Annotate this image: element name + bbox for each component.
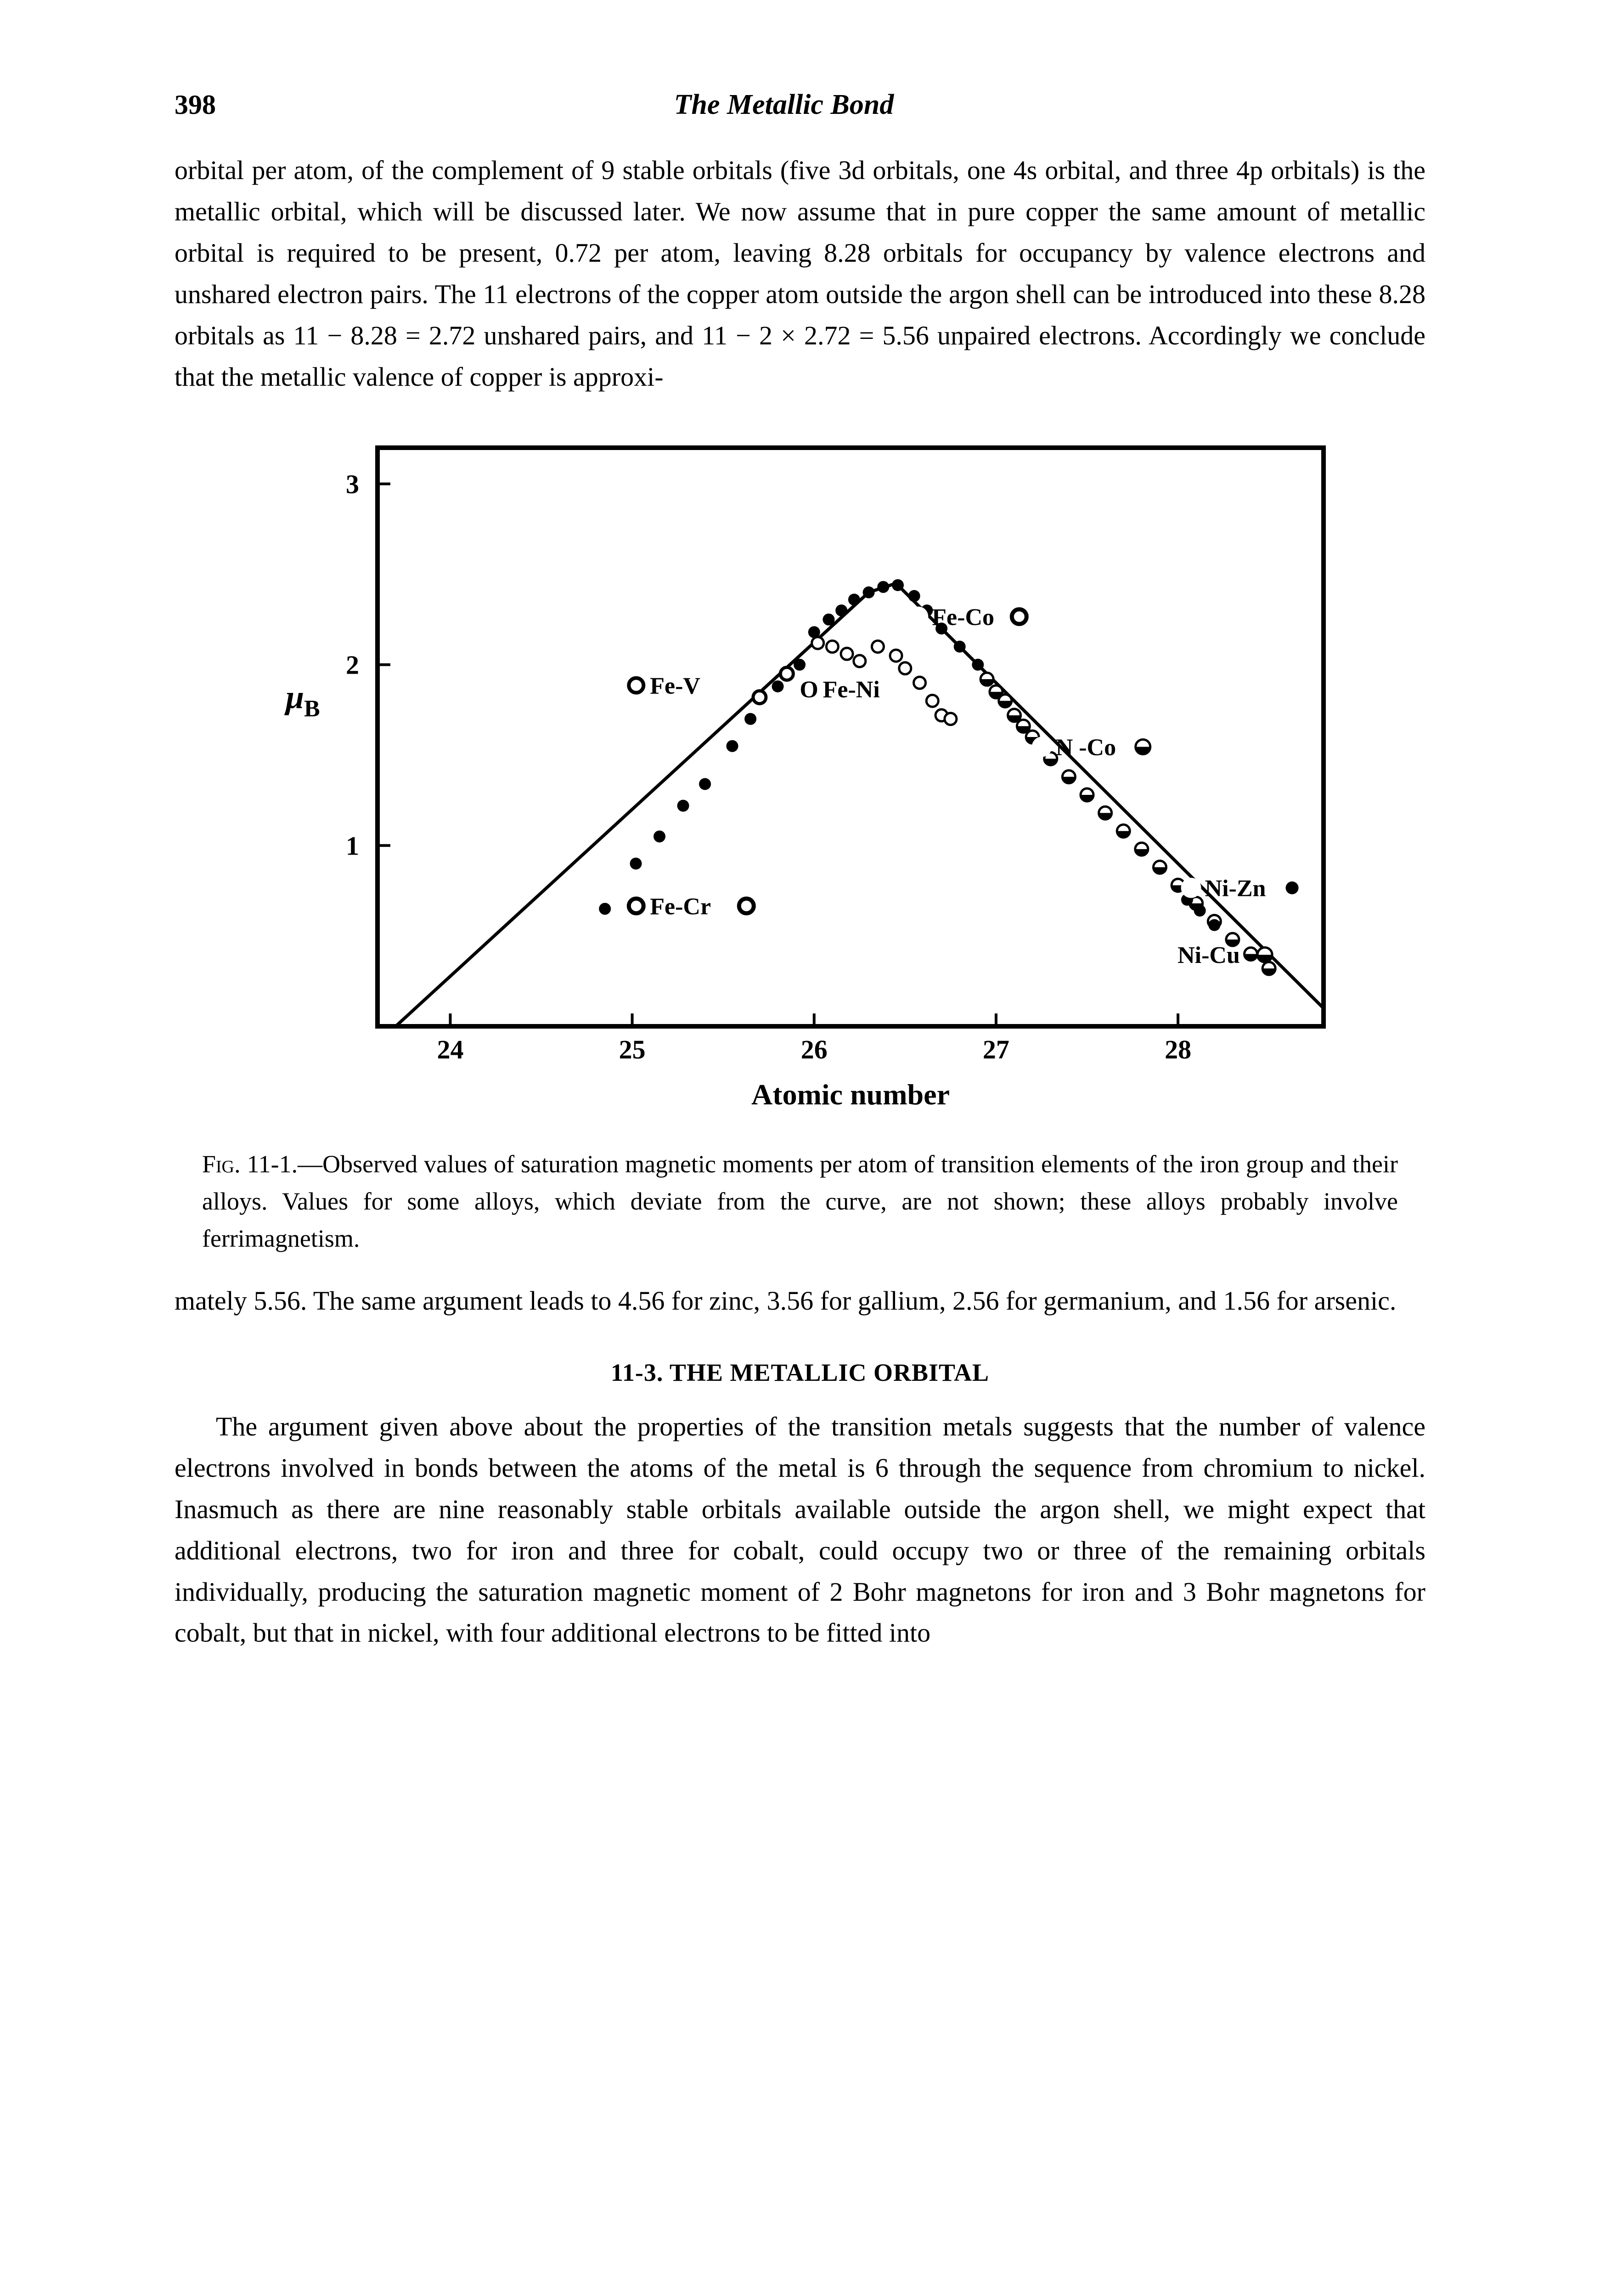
page-header: 398 The Metallic Bond — [175, 83, 1425, 127]
caption-body: —Observed values of saturation magnetic … — [202, 1150, 1398, 1252]
figure-11-1: 2425262728123Atomic numberμBFe-CrFe-VOFe… — [175, 429, 1425, 1127]
page-number: 398 — [175, 84, 216, 126]
svg-text:Ni-Zn: Ni-Zn — [1205, 876, 1266, 902]
svg-text:μB: μB — [284, 679, 320, 722]
svg-text:Fe-Co: Fe-Co — [932, 604, 994, 630]
figure-caption: Fig. 11-1.—Observed values of saturation… — [202, 1146, 1398, 1257]
svg-text:O: O — [800, 677, 818, 703]
svg-text:Atomic number: Atomic number — [751, 1078, 950, 1111]
svg-text:28: 28 — [1165, 1035, 1191, 1064]
page: 398 The Metallic Bond orbital per atom, … — [0, 0, 1600, 2296]
svg-text:Fe-V: Fe-V — [650, 673, 700, 699]
svg-text:Fe-Ni: Fe-Ni — [823, 677, 880, 703]
section-heading: 11-3. THE METALLIC ORBITAL — [175, 1354, 1425, 1392]
svg-text:25: 25 — [619, 1035, 646, 1064]
paragraph-2: mately 5.56. The same argument leads to … — [175, 1280, 1425, 1322]
chart-svg: 2425262728123Atomic numberμBFe-CrFe-VOFe… — [249, 429, 1351, 1127]
paragraph-3: The argument given above about the prope… — [175, 1406, 1425, 1654]
paragraph-1: orbital per atom, of the complement of 9… — [175, 150, 1425, 397]
svg-text:27: 27 — [983, 1035, 1009, 1064]
svg-text:N -Co: N -Co — [1056, 735, 1116, 761]
svg-text:2: 2 — [346, 650, 359, 680]
svg-text:Fe-Cr: Fe-Cr — [650, 894, 711, 920]
svg-text:26: 26 — [801, 1035, 828, 1064]
running-title: The Metallic Bond — [216, 83, 1352, 127]
svg-text:Ni-Cu: Ni-Cu — [1177, 943, 1240, 969]
svg-text:24: 24 — [437, 1035, 463, 1064]
caption-lead: Fig. 11-1. — [202, 1150, 298, 1178]
svg-text:1: 1 — [346, 831, 359, 861]
svg-text:3: 3 — [346, 469, 359, 499]
